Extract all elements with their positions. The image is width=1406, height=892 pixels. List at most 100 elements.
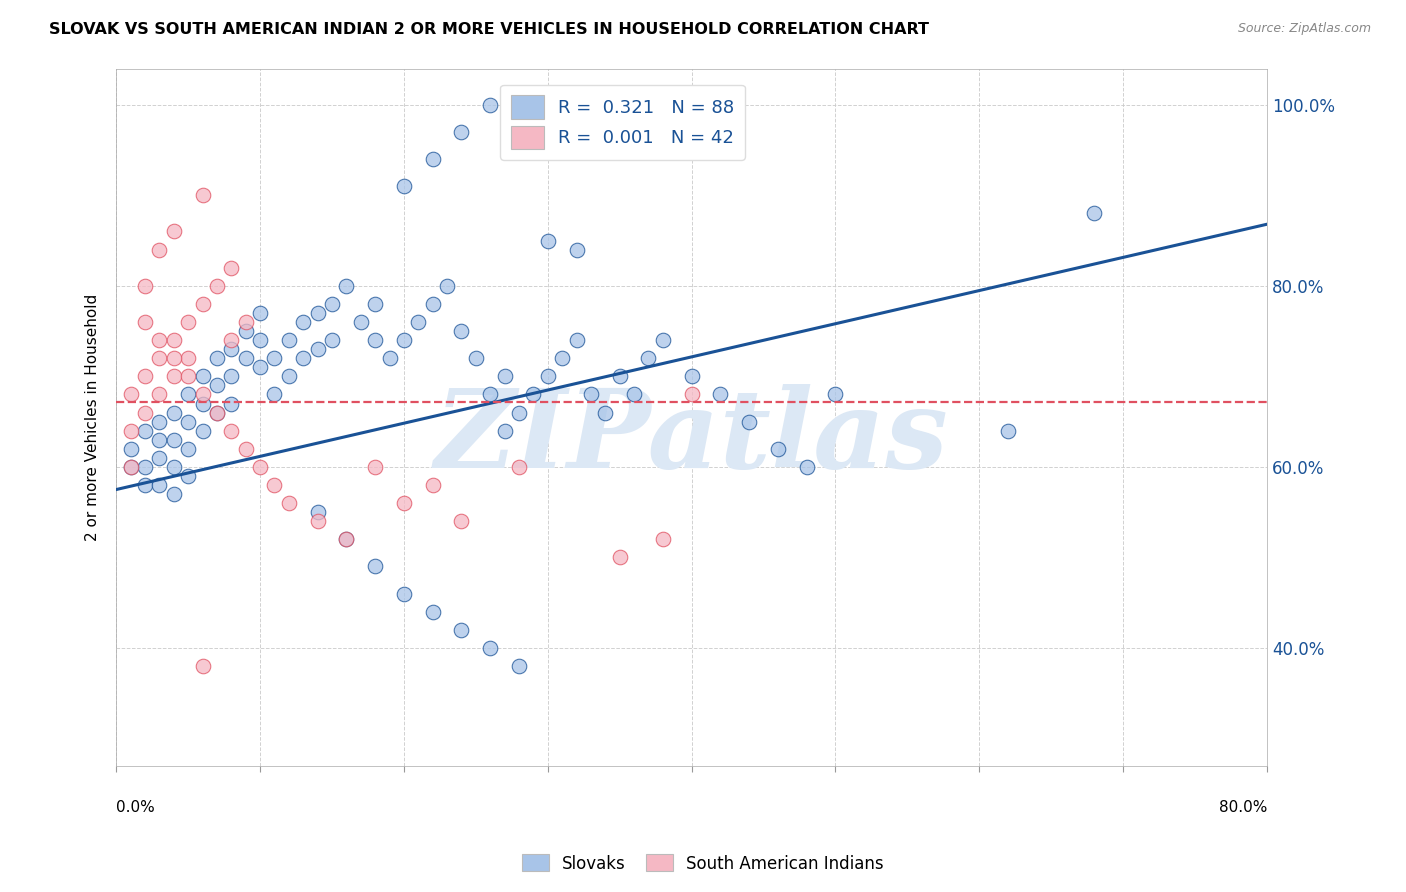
Point bbox=[205, 378, 228, 392]
Point bbox=[177, 369, 200, 384]
Point bbox=[235, 351, 257, 366]
Point bbox=[148, 450, 170, 465]
Point bbox=[479, 387, 502, 401]
Point bbox=[681, 387, 703, 401]
Point bbox=[392, 496, 415, 510]
Point bbox=[148, 387, 170, 401]
Point bbox=[235, 315, 257, 329]
Point bbox=[479, 97, 502, 112]
Point bbox=[609, 369, 631, 384]
Point bbox=[450, 125, 472, 139]
Point bbox=[221, 424, 243, 438]
Y-axis label: 2 or more Vehicles in Household: 2 or more Vehicles in Household bbox=[86, 293, 100, 541]
Legend: R =  0.321   N = 88, R =  0.001   N = 42: R = 0.321 N = 88, R = 0.001 N = 42 bbox=[501, 85, 745, 160]
Point bbox=[177, 351, 200, 366]
Text: 80.0%: 80.0% bbox=[1219, 800, 1267, 815]
Point bbox=[263, 351, 285, 366]
Point bbox=[134, 424, 156, 438]
Point bbox=[148, 333, 170, 347]
Point bbox=[681, 369, 703, 384]
Point bbox=[163, 369, 186, 384]
Point bbox=[148, 415, 170, 429]
Point bbox=[205, 406, 228, 420]
Point bbox=[436, 278, 458, 293]
Point bbox=[277, 496, 299, 510]
Point bbox=[364, 333, 387, 347]
Point bbox=[191, 188, 214, 202]
Point bbox=[148, 478, 170, 492]
Legend: Slovaks, South American Indians: Slovaks, South American Indians bbox=[516, 847, 890, 880]
Point bbox=[177, 315, 200, 329]
Point bbox=[738, 415, 761, 429]
Point bbox=[235, 324, 257, 338]
Point bbox=[508, 459, 530, 474]
Point bbox=[277, 333, 299, 347]
Point bbox=[191, 297, 214, 311]
Point bbox=[134, 278, 156, 293]
Point bbox=[277, 369, 299, 384]
Point bbox=[177, 442, 200, 456]
Point bbox=[537, 369, 560, 384]
Point bbox=[321, 333, 343, 347]
Point bbox=[408, 315, 430, 329]
Point bbox=[221, 260, 243, 275]
Point bbox=[307, 514, 329, 528]
Point bbox=[997, 424, 1019, 438]
Point bbox=[235, 442, 257, 456]
Point bbox=[422, 478, 444, 492]
Point bbox=[249, 306, 271, 320]
Point bbox=[163, 351, 186, 366]
Point bbox=[191, 396, 214, 410]
Point bbox=[364, 459, 387, 474]
Point bbox=[508, 659, 530, 673]
Point bbox=[551, 351, 574, 366]
Point bbox=[205, 351, 228, 366]
Point bbox=[177, 469, 200, 483]
Point bbox=[651, 533, 673, 547]
Point bbox=[163, 225, 186, 239]
Point bbox=[522, 387, 544, 401]
Point bbox=[321, 297, 343, 311]
Point bbox=[148, 243, 170, 257]
Point bbox=[292, 351, 315, 366]
Point bbox=[766, 442, 789, 456]
Point bbox=[422, 297, 444, 311]
Point bbox=[335, 278, 357, 293]
Point bbox=[494, 424, 516, 438]
Point bbox=[709, 387, 731, 401]
Point bbox=[609, 550, 631, 565]
Point bbox=[479, 640, 502, 655]
Point bbox=[134, 478, 156, 492]
Point bbox=[307, 306, 329, 320]
Point bbox=[263, 387, 285, 401]
Point bbox=[263, 478, 285, 492]
Point bbox=[221, 369, 243, 384]
Text: Source: ZipAtlas.com: Source: ZipAtlas.com bbox=[1237, 22, 1371, 36]
Point bbox=[191, 424, 214, 438]
Point bbox=[120, 459, 142, 474]
Point bbox=[378, 351, 401, 366]
Point bbox=[364, 297, 387, 311]
Point bbox=[623, 387, 645, 401]
Point bbox=[249, 459, 271, 474]
Point bbox=[450, 623, 472, 637]
Point bbox=[249, 333, 271, 347]
Point bbox=[249, 360, 271, 375]
Point bbox=[824, 387, 846, 401]
Point bbox=[579, 387, 602, 401]
Point bbox=[364, 559, 387, 574]
Point bbox=[392, 587, 415, 601]
Point bbox=[120, 459, 142, 474]
Point bbox=[651, 333, 673, 347]
Point bbox=[134, 459, 156, 474]
Point bbox=[205, 278, 228, 293]
Point bbox=[148, 351, 170, 366]
Point bbox=[350, 315, 373, 329]
Point bbox=[177, 387, 200, 401]
Point bbox=[163, 433, 186, 447]
Point bbox=[450, 514, 472, 528]
Point bbox=[134, 315, 156, 329]
Point bbox=[134, 369, 156, 384]
Point bbox=[595, 406, 617, 420]
Point bbox=[464, 351, 486, 366]
